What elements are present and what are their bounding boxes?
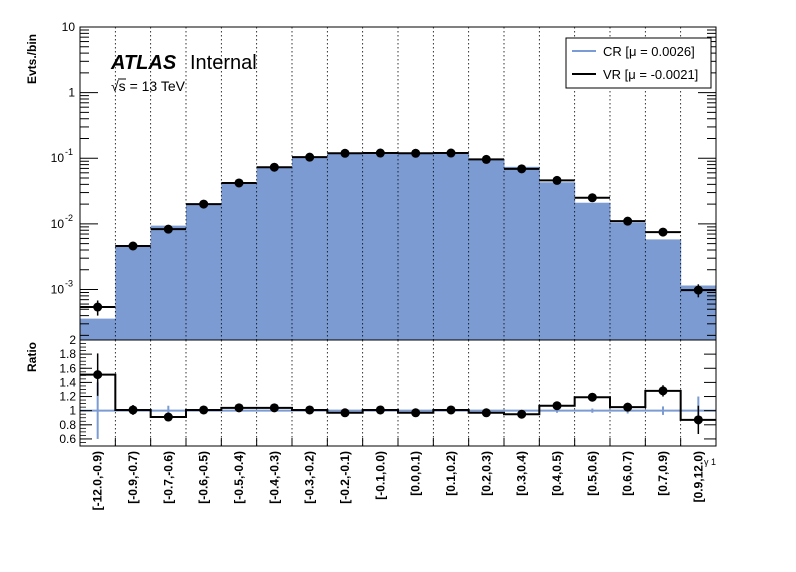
vr-point — [693, 285, 703, 295]
cr-bar — [256, 168, 293, 340]
cr-bar — [150, 225, 187, 340]
x-bin-label: [0.3,0.4) — [515, 451, 529, 496]
vr-point — [587, 193, 597, 203]
ratio-tick-label: 0.8 — [59, 418, 76, 432]
cr-bar — [398, 152, 434, 340]
y-tick-label: 10 — [51, 151, 65, 165]
cr-bar — [468, 158, 505, 340]
energy-label: √s = 13 TeV — [111, 78, 186, 94]
experiment-status: Internal — [190, 52, 257, 74]
cr-bar — [539, 182, 576, 340]
y-tick-label: 10 — [62, 20, 76, 34]
ratio-point — [587, 392, 597, 402]
vr-point — [446, 148, 456, 158]
x-bin-label: [-0.1,0.0) — [373, 451, 387, 500]
x-bin-label: [-12.0,-0.9) — [91, 451, 105, 510]
y-tick-exponent: -2 — [65, 213, 73, 223]
legend-label: CR [μ = 0.0026] — [603, 44, 695, 59]
ratio-point — [517, 409, 527, 419]
ratio-point — [552, 401, 562, 411]
ratio-point — [481, 408, 491, 418]
ratio-point — [340, 408, 350, 418]
cr-bar — [574, 202, 611, 340]
x-bin-label: [-0.9,-0.7) — [126, 451, 140, 504]
ratio-tick-label: 1 — [69, 404, 76, 418]
ratio-step-line — [80, 373, 716, 421]
x-bin-label: [-0.3,-0.2) — [303, 451, 317, 504]
cr-bar — [645, 239, 682, 340]
ratio-point — [411, 408, 421, 418]
vr-point — [658, 227, 668, 237]
ratio-tick-label: 2 — [69, 333, 76, 347]
x-bin-label: [0.1,0.2) — [444, 451, 458, 496]
vr-point — [411, 148, 421, 158]
x-bin-label: [-0.5,-0.4) — [232, 451, 246, 504]
cr-bar — [115, 245, 152, 340]
ratio-point — [199, 405, 209, 415]
cr-bar — [610, 222, 646, 340]
x-bin-label: [0.6,0.7) — [621, 451, 635, 496]
x-bin-label: [-0.4,-0.3) — [267, 451, 281, 504]
ratio-tick-label: 0.6 — [59, 432, 76, 446]
vr-point — [340, 148, 350, 158]
vr-point — [128, 241, 138, 251]
legend-box — [565, 37, 712, 89]
vr-point — [93, 302, 103, 312]
cr-bar — [362, 153, 399, 340]
x-bin-label: [0.5,0.6) — [585, 451, 599, 496]
y-tick-exponent: -1 — [65, 147, 73, 157]
vr-point — [623, 216, 633, 226]
y-tick-exponent: -3 — [65, 278, 73, 288]
ratio-point — [163, 412, 173, 422]
x-bin-label: [0.2,0.3) — [479, 451, 493, 496]
vr-point — [199, 199, 209, 209]
x-bin-label: [-0.6,-0.5) — [197, 451, 211, 504]
ratio-point — [693, 415, 703, 425]
x-axis-title: γ 1 — [704, 457, 716, 467]
vr-point — [517, 164, 527, 174]
ratio-tick-label: 1.4 — [59, 375, 76, 389]
bottom-y-axis-title: Ratio — [25, 342, 39, 372]
x-bin-label: [-0.7,-0.6) — [161, 451, 175, 504]
vr-point — [375, 148, 385, 158]
cr-bar — [327, 152, 364, 340]
legend-label: VR [μ = -0.0021] — [603, 67, 698, 82]
ratio-point — [305, 405, 315, 415]
cr-bar — [186, 204, 222, 340]
ratio-point — [375, 405, 385, 415]
vr-point — [552, 175, 562, 185]
ratio-point — [658, 386, 668, 396]
vr-point — [481, 154, 491, 164]
x-bin-label: [0.9,12.0) — [691, 451, 705, 502]
ratio-tick-label: 1.2 — [59, 390, 76, 404]
ratio-point — [128, 405, 138, 415]
experiment-label: ATLAS — [110, 52, 177, 74]
x-bin-label: [-0.2,-0.1) — [338, 451, 352, 504]
top-y-axis-title: Evts./bin — [25, 34, 39, 84]
cr-bar — [221, 183, 258, 340]
ratio-point — [93, 370, 103, 380]
cr-bar — [292, 157, 328, 340]
vr-point — [234, 178, 244, 188]
ratio-point — [234, 403, 244, 413]
y-tick-label: 1 — [68, 86, 75, 100]
ratio-point — [446, 405, 456, 415]
vr-point — [163, 224, 173, 234]
cr-bar — [80, 318, 116, 340]
x-bin-label: [0.7,0.9) — [656, 451, 670, 496]
vr-point — [305, 152, 315, 162]
ratio-point — [269, 403, 279, 413]
cr-bar — [504, 166, 540, 340]
cr-bar — [433, 153, 470, 340]
y-tick-label: 10 — [51, 282, 65, 296]
vr-point — [269, 162, 279, 172]
ratio-tick-label: 1.8 — [59, 347, 76, 361]
x-bin-label: [0.0,0.1) — [409, 451, 423, 496]
y-tick-label: 10 — [51, 217, 65, 231]
ratio-point — [623, 402, 633, 412]
x-bin-label: [0.4,0.5) — [550, 451, 564, 496]
ratio-tick-label: 1.6 — [59, 361, 76, 375]
